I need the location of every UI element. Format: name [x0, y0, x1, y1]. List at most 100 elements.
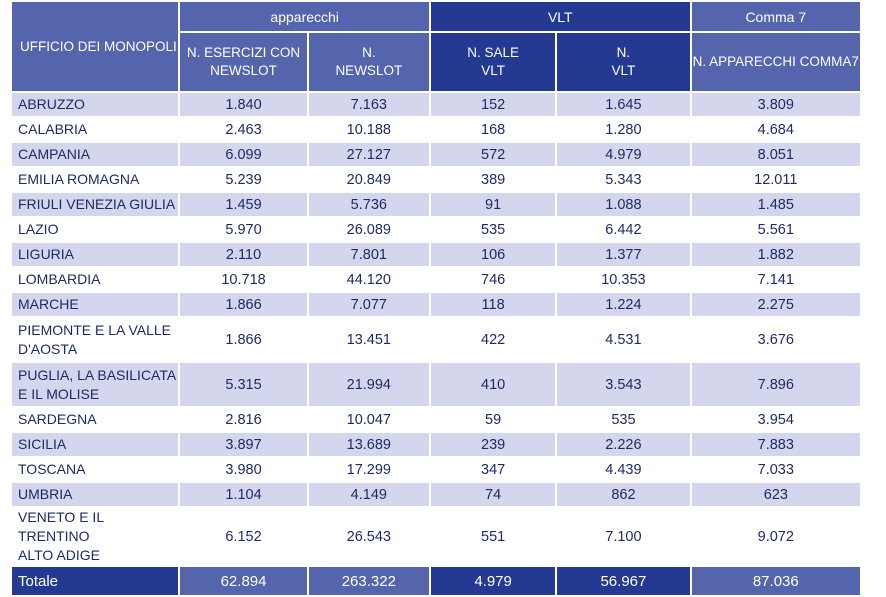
- cell-esercizi: 5.315: [180, 363, 307, 406]
- cell-esercizi: 1.866: [180, 293, 307, 316]
- cell-esercizi: 5.970: [180, 218, 307, 241]
- cell-vlt: 1.088: [557, 193, 690, 216]
- cell-newslot: 7.077: [308, 293, 429, 316]
- cell-esercizi: 2.110: [180, 243, 307, 266]
- cell-vlt: 3.543: [557, 363, 690, 406]
- header-newslot: N. NEWSLOT: [308, 33, 429, 91]
- cell-esercizi: 2.463: [180, 118, 307, 141]
- totals-newslot: 263.322: [308, 567, 429, 595]
- cell-comma7: 9.072: [691, 508, 860, 565]
- cell-esercizi: 1.104: [180, 483, 307, 506]
- cell-newslot: 7.801: [308, 243, 429, 266]
- cell-newslot: 10.188: [308, 118, 429, 141]
- cell-sale: 106: [430, 243, 556, 266]
- header-group-vlt: VLT: [430, 2, 690, 31]
- cell-esercizi: 3.980: [180, 458, 307, 481]
- cell-vlt: 862: [557, 483, 690, 506]
- region-cell: VENETO E IL TRENTINO ALTO ADIGE: [12, 508, 179, 565]
- cell-esercizi: 2.816: [180, 408, 307, 431]
- cell-esercizi: 1.840: [180, 93, 307, 116]
- cell-newslot: 17.299: [308, 458, 429, 481]
- table-row: PIEMONTE E LA VALLE D'AOSTA 1.866 13.451 422…: [12, 318, 860, 361]
- cell-vlt: 5.343: [557, 168, 690, 191]
- cell-esercizi: 5.239: [180, 168, 307, 191]
- header-esercizi: N. ESERCIZI CON NEWSLOT: [180, 33, 307, 91]
- cell-sale: 572: [430, 143, 556, 166]
- cell-comma7: 623: [691, 483, 860, 506]
- table-body: ABRUZZO 1.840 7.163 152 1.645 3.809 CALABRIA 2.…: [12, 93, 860, 565]
- region-cell: SARDEGNA: [12, 408, 179, 431]
- totals-vlt: 56.967: [557, 567, 690, 595]
- cell-vlt: 7.100: [557, 508, 690, 565]
- cell-vlt: 6.442: [557, 218, 690, 241]
- cell-newslot: 26.089: [308, 218, 429, 241]
- cell-sale: 74: [430, 483, 556, 506]
- totals-label: Totale: [12, 567, 179, 595]
- header-group-comma7: Comma 7: [691, 2, 860, 31]
- cell-newslot: 5.736: [308, 193, 429, 216]
- cell-newslot: 21.994: [308, 363, 429, 406]
- cell-comma7: 3.954: [691, 408, 860, 431]
- region-cell: PUGLIA, LA BASILICATA E IL MOLISE: [12, 363, 179, 406]
- cell-newslot: 4.149: [308, 483, 429, 506]
- totals-comma7: 87.036: [691, 567, 860, 595]
- cell-newslot: 10.047: [308, 408, 429, 431]
- cell-esercizi: 3.897: [180, 433, 307, 456]
- totals-sale: 4.979: [430, 567, 556, 595]
- table-row: ABRUZZO 1.840 7.163 152 1.645 3.809: [12, 93, 860, 116]
- cell-sale: 535: [430, 218, 556, 241]
- cell-comma7: 5.561: [691, 218, 860, 241]
- header-comma7: N. APPARECCHI COMMA7: [691, 33, 860, 91]
- cell-newslot: 44.120: [308, 268, 429, 291]
- cell-sale: 389: [430, 168, 556, 191]
- monopoli-table: UFFICIO DEI MONOPOLI apparecchi VLT Comm…: [10, 0, 862, 597]
- header-ufficio: UFFICIO DEI MONOPOLI: [12, 2, 179, 91]
- cell-vlt: 1.645: [557, 93, 690, 116]
- cell-comma7: 7.896: [691, 363, 860, 406]
- cell-vlt: 4.531: [557, 318, 690, 361]
- table-row: EMILIA ROMAGNA 5.239 20.849 389 5.343 12.011: [12, 168, 860, 191]
- region-cell: SICILIA: [12, 433, 179, 456]
- cell-vlt: 1.224: [557, 293, 690, 316]
- region-cell: PIEMONTE E LA VALLE D'AOSTA: [12, 318, 179, 361]
- table-row: LIGURIA 2.110 7.801 106 1.377 1.882: [12, 243, 860, 266]
- cell-sale: 239: [430, 433, 556, 456]
- table-row: SARDEGNA 2.816 10.047 59 535 3.954: [12, 408, 860, 431]
- region-cell: CAMPANIA: [12, 143, 179, 166]
- cell-comma7: 3.676: [691, 318, 860, 361]
- region-cell: FRIULI VENEZIA GIULIA: [12, 193, 179, 216]
- cell-newslot: 27.127: [308, 143, 429, 166]
- region-cell: ABRUZZO: [12, 93, 179, 116]
- cell-newslot: 20.849: [308, 168, 429, 191]
- table-row: TOSCANA 3.980 17.299 347 4.439 7.033: [12, 458, 860, 481]
- table-row: PUGLIA, LA BASILICATA E IL MOLISE 5.315 21.…: [12, 363, 860, 406]
- region-cell: LOMBARDIA: [12, 268, 179, 291]
- region-cell: MARCHE: [12, 293, 179, 316]
- cell-newslot: 7.163: [308, 93, 429, 116]
- cell-vlt: 4.439: [557, 458, 690, 481]
- cell-sale: 746: [430, 268, 556, 291]
- totals-esercizi: 62.894: [180, 567, 307, 595]
- cell-comma7: 8.051: [691, 143, 860, 166]
- cell-sale: 152: [430, 93, 556, 116]
- cell-vlt: 10.353: [557, 268, 690, 291]
- cell-esercizi: 1.459: [180, 193, 307, 216]
- cell-esercizi: 10.718: [180, 268, 307, 291]
- header-group-apparecchi: apparecchi: [180, 2, 429, 31]
- region-cell: LIGURIA: [12, 243, 179, 266]
- header-sale-vlt: N. SALE VLT: [430, 33, 556, 91]
- table-row: LAZIO 5.970 26.089 535 6.442 5.561: [12, 218, 860, 241]
- cell-sale: 410: [430, 363, 556, 406]
- cell-comma7: 1.882: [691, 243, 860, 266]
- cell-newslot: 13.451: [308, 318, 429, 361]
- table-row: FRIULI VENEZIA GIULIA 1.459 5.736 91 1.088 1.…: [12, 193, 860, 216]
- region-cell: LAZIO: [12, 218, 179, 241]
- cell-comma7: 4.684: [691, 118, 860, 141]
- cell-sale: 118: [430, 293, 556, 316]
- cell-vlt: 4.979: [557, 143, 690, 166]
- cell-newslot: 13.689: [308, 433, 429, 456]
- cell-comma7: 2.275: [691, 293, 860, 316]
- table-row: SICILIA 3.897 13.689 239 2.226 7.883: [12, 433, 860, 456]
- cell-vlt: 535: [557, 408, 690, 431]
- cell-esercizi: 1.866: [180, 318, 307, 361]
